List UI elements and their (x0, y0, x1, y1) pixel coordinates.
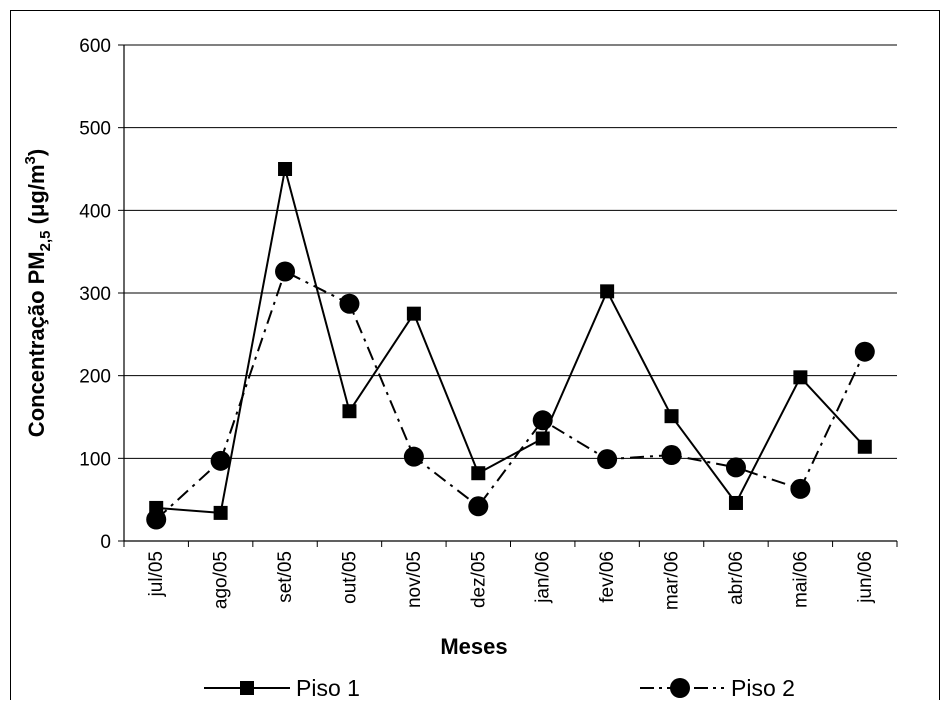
data-point-circle (468, 496, 489, 517)
legend-label-piso-1: Piso 1 (296, 675, 360, 701)
data-point-circle (532, 410, 553, 431)
y-tick-label-500: 500 (79, 119, 111, 140)
x-tick-label: set/05 (275, 551, 296, 603)
gridlines (118, 44, 897, 542)
x-tick-label: jan/06 (533, 551, 554, 604)
data-point-circle (146, 509, 167, 530)
y-tick-label-400: 400 (79, 201, 111, 222)
y-tick-label-100: 100 (79, 449, 111, 470)
series-piso-2 (146, 261, 875, 530)
data-point-square (664, 409, 679, 424)
data-point-square (471, 466, 486, 481)
x-tick-labels: jul/05 ago/05 set/05 out/05 nov/05 dez/05 jan/… (146, 551, 876, 610)
data-point-square (600, 284, 615, 299)
data-point-square (278, 162, 293, 176)
data-point-square (793, 370, 808, 385)
data-point-square (535, 431, 550, 446)
y-axis-title: Concentração PM2,5 (μg/m3) (22, 149, 54, 437)
data-point-circle (339, 293, 360, 314)
data-point-circle (210, 450, 231, 471)
y-axis-title-unit-close: ) (24, 149, 49, 156)
legend-marker-square (240, 681, 254, 695)
data-point-circle (275, 261, 296, 282)
y-tick-labels: 0 100 200 300 400 500 600 (79, 36, 111, 553)
series-line (155, 270, 866, 521)
legend-item-piso-1: Piso 1 (204, 675, 360, 701)
x-tick-label: abr/06 (726, 551, 747, 605)
series-line (156, 168, 866, 514)
x-tick-label: ago/05 (211, 551, 232, 609)
x-axis-title: Meses (440, 634, 507, 659)
x-tick-label: fev/06 (597, 551, 618, 603)
y-axis-title-main: Concentração PM (24, 251, 49, 437)
data-point-circle (854, 341, 875, 362)
data-point-square (342, 404, 357, 419)
y-tick-label-300: 300 (79, 284, 111, 305)
x-tick-label: dez/05 (468, 551, 489, 608)
y-axis-title-unit: (μg/m (24, 164, 49, 230)
x-tick-label: out/05 (339, 551, 360, 604)
series-piso-1 (149, 162, 872, 520)
legend-marker-circle (670, 678, 690, 698)
x-tick-label: jul/05 (146, 551, 167, 597)
data-point-square (728, 495, 743, 510)
legend-item-piso-2: Piso 2 (640, 675, 795, 701)
y-tick-label-600: 600 (79, 36, 111, 57)
x-tick-label: mar/06 (662, 551, 683, 610)
data-point-circle (403, 446, 424, 467)
x-tick-label: jun/06 (855, 551, 876, 604)
data-point-square (406, 306, 421, 321)
legend-label-piso-2: Piso 2 (731, 675, 795, 701)
data-point-circle (661, 445, 682, 466)
y-tick-label-0: 0 (100, 532, 111, 553)
y-axis-title-superscript: 3 (22, 156, 39, 164)
y-axis-title-subscript: 2,5 (37, 231, 54, 252)
axes (123, 45, 898, 547)
data-point-circle (597, 449, 618, 470)
chart-frame (10, 10, 940, 700)
x-tick-label: mai/06 (790, 551, 811, 608)
legend: Piso 1 Piso 2 (204, 675, 795, 701)
data-point-square (857, 439, 872, 454)
data-point-circle (790, 478, 811, 499)
x-tick-label: nov/05 (404, 551, 425, 608)
y-tick-label-200: 200 (79, 367, 111, 388)
series-group (146, 162, 875, 530)
data-point-circle (725, 457, 746, 478)
data-point-square (213, 505, 228, 520)
